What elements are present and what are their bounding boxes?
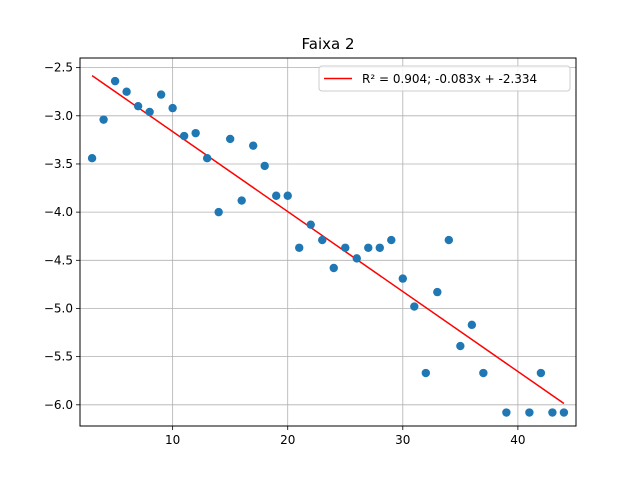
data-point (364, 243, 373, 252)
data-point (421, 368, 431, 378)
x-tick-label: 20 (280, 433, 295, 447)
data-point (502, 408, 511, 417)
data-point (444, 235, 454, 245)
legend: R² = 0.904; -0.083x + -2.334 (318, 65, 571, 92)
data-point (191, 128, 200, 138)
data-point (410, 302, 419, 311)
data-point (225, 134, 235, 144)
chart-title: Faixa 2 (302, 35, 355, 53)
data-point (318, 235, 327, 245)
data-point (295, 243, 304, 252)
data-point (536, 368, 546, 378)
data-point (398, 274, 408, 283)
data-point (559, 408, 569, 417)
y-axis: −2.5 −3.0 −3.5 −4.0 −4.5 −5.0 −5.5 −6.0 (44, 61, 80, 412)
scatter-points (87, 76, 569, 417)
data-point (87, 153, 97, 163)
y-tick-label: −5.0 (44, 301, 73, 315)
data-point (110, 76, 120, 86)
y-tick-label: −6.0 (44, 398, 73, 412)
fit-line-layer (91, 75, 565, 405)
y-tick-label: −3.5 (44, 157, 73, 171)
x-tick-label: 10 (165, 433, 180, 447)
data-point (179, 131, 189, 141)
data-point (156, 90, 166, 99)
data-point (145, 107, 154, 117)
data-point (260, 161, 269, 171)
y-tick-label: −2.5 (44, 61, 73, 75)
data-point (133, 101, 143, 111)
x-axis: 10 20 30 40 (165, 426, 526, 447)
data-point (248, 141, 258, 150)
data-point (283, 191, 292, 200)
grid (80, 58, 576, 426)
y-tick-label: −4.5 (44, 253, 73, 267)
fit-line (91, 75, 565, 405)
data-point (525, 408, 534, 417)
y-tick-label: −3.0 (44, 109, 73, 123)
data-point (387, 235, 396, 245)
legend-box (318, 65, 571, 92)
y-tick-label: −5.5 (44, 350, 73, 364)
data-point (467, 320, 477, 330)
data-point (202, 153, 212, 163)
data-point (341, 243, 350, 252)
legend-fit-label: R² = 0.904; -0.083x + -2.334 (362, 72, 537, 86)
data-point (214, 207, 223, 217)
data-point (99, 115, 108, 124)
data-point (306, 220, 315, 229)
data-point (456, 341, 465, 351)
data-point (375, 243, 384, 252)
data-point (122, 87, 131, 96)
data-point (168, 103, 177, 113)
y-tick-label: −4.0 (44, 205, 73, 219)
plot-frame (79, 57, 577, 427)
data-point (329, 263, 338, 273)
x-tick-label: 40 (510, 433, 525, 447)
data-point (479, 368, 488, 378)
data-point (548, 408, 557, 417)
data-point (272, 191, 281, 200)
x-tick-label: 30 (395, 433, 410, 447)
data-point (237, 196, 246, 205)
data-point (352, 254, 361, 263)
data-point (433, 287, 442, 297)
